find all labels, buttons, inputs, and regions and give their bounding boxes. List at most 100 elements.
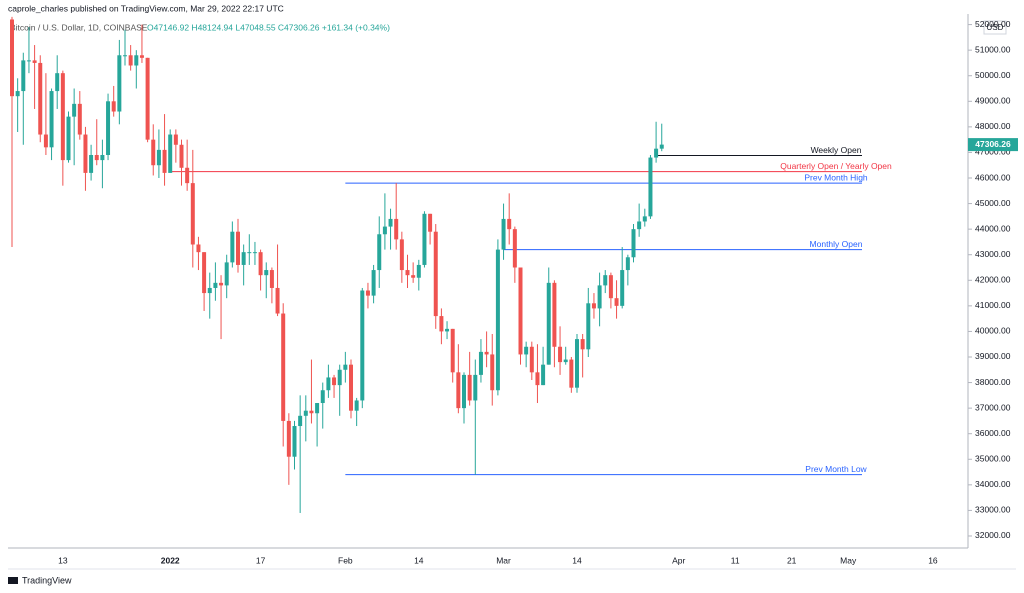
x-tick-label: 14 xyxy=(414,555,424,565)
candle-body xyxy=(422,213,427,265)
candle-body xyxy=(450,328,455,373)
x-tick-label: 21 xyxy=(787,555,797,565)
candle-body xyxy=(247,252,252,254)
candle-body xyxy=(286,420,291,457)
y-tick-label: 48000.00 xyxy=(975,121,1011,131)
symbol-legend: Bitcoin / U.S. Dollar, 1D, COINBASE xyxy=(10,22,148,32)
candle-body xyxy=(173,134,178,145)
level-label: Prev Month Low xyxy=(805,464,867,474)
candle-body xyxy=(269,270,274,288)
candle-body xyxy=(66,116,71,161)
y-tick-label: 42000.00 xyxy=(975,275,1011,285)
candle-body xyxy=(332,377,337,386)
tradingview-logo: TradingView xyxy=(8,575,72,585)
candle-body xyxy=(106,101,111,155)
candle-body xyxy=(512,229,517,268)
x-tick-label: 14 xyxy=(572,555,582,565)
x-tick-label: 17 xyxy=(256,555,266,565)
candle-body xyxy=(315,403,320,414)
candle-body xyxy=(60,73,65,161)
candle-body xyxy=(89,154,94,173)
x-tick-label: 16 xyxy=(928,555,938,565)
candle-body xyxy=(495,249,500,391)
candle-body xyxy=(298,415,303,427)
level-label: Quarterly Open / Yearly Open xyxy=(780,161,892,171)
candle-body xyxy=(213,282,218,288)
candle-body xyxy=(264,270,269,276)
publisher-header: caprole_charles published on TradingView… xyxy=(8,3,284,13)
candle-body xyxy=(546,282,551,365)
candle-body xyxy=(371,270,376,296)
candle-body xyxy=(38,62,43,135)
x-tick-label: Feb xyxy=(338,555,353,565)
ohlc-legend: O47146.92 H48124.94 L47048.55 C47306.26 … xyxy=(147,22,390,32)
candle-body xyxy=(467,374,472,401)
candle-body xyxy=(55,73,60,92)
x-tick-label: May xyxy=(840,555,857,565)
candle-body xyxy=(603,275,608,286)
candle-body xyxy=(292,426,297,457)
candle-body xyxy=(575,339,579,388)
candle-body xyxy=(428,213,433,232)
candle-body xyxy=(343,364,348,370)
candle-body xyxy=(405,270,410,276)
candle-body xyxy=(77,103,82,135)
x-tick-label: 11 xyxy=(731,555,740,565)
x-tick-label: Mar xyxy=(496,555,511,565)
candle-body xyxy=(337,369,342,386)
candle-body xyxy=(591,303,596,309)
candle-body xyxy=(32,60,37,63)
candle-body xyxy=(207,287,212,294)
level-label: Prev Month High xyxy=(804,172,868,182)
candle-body xyxy=(128,55,133,66)
candle-body xyxy=(236,231,240,265)
candle-body xyxy=(642,216,647,222)
candle-body xyxy=(190,183,195,245)
y-tick-label: 46000.00 xyxy=(975,172,1011,182)
y-tick-label: 50000.00 xyxy=(975,70,1011,80)
candle-body xyxy=(659,144,664,149)
candle-body xyxy=(139,55,144,58)
candle-body xyxy=(625,257,630,271)
candle-body xyxy=(608,275,613,299)
candle-body xyxy=(94,154,99,161)
candle-body xyxy=(219,282,224,286)
candle-body xyxy=(111,101,116,112)
candle-body xyxy=(281,313,286,421)
y-tick-label: 32000.00 xyxy=(975,530,1011,540)
candle-body xyxy=(456,372,461,409)
candle-body xyxy=(637,221,642,230)
candle-body xyxy=(275,287,280,314)
candle-body xyxy=(26,60,31,62)
candle-body xyxy=(399,239,404,271)
y-tick-label: 40000.00 xyxy=(975,326,1011,336)
x-tick-label: Apr xyxy=(672,555,685,565)
candle-body xyxy=(490,354,495,391)
candle-body xyxy=(648,157,653,217)
candle-body xyxy=(535,372,540,386)
candle-body xyxy=(156,149,161,166)
last-price-label: 47306.26 xyxy=(975,139,1011,149)
candle-body xyxy=(563,359,568,363)
candle-body xyxy=(252,252,257,254)
candle-body xyxy=(354,400,359,411)
x-tick-label: 2022 xyxy=(161,555,180,565)
candle-body xyxy=(388,218,393,227)
y-tick-label: 33000.00 xyxy=(975,505,1011,515)
candle-body xyxy=(230,231,235,263)
candle-body xyxy=(473,374,478,401)
candle-body xyxy=(484,351,489,355)
candle-body xyxy=(349,364,353,411)
y-tick-label: 34000.00 xyxy=(975,479,1011,489)
candle-body xyxy=(501,218,506,250)
candle-body xyxy=(654,148,659,158)
candle-body xyxy=(151,139,156,166)
candle-body xyxy=(394,218,399,240)
candle-body xyxy=(541,364,546,386)
candle-body xyxy=(365,290,370,296)
candle-body xyxy=(117,55,122,112)
candle-body xyxy=(507,218,512,230)
y-tick-label: 38000.00 xyxy=(975,377,1011,387)
